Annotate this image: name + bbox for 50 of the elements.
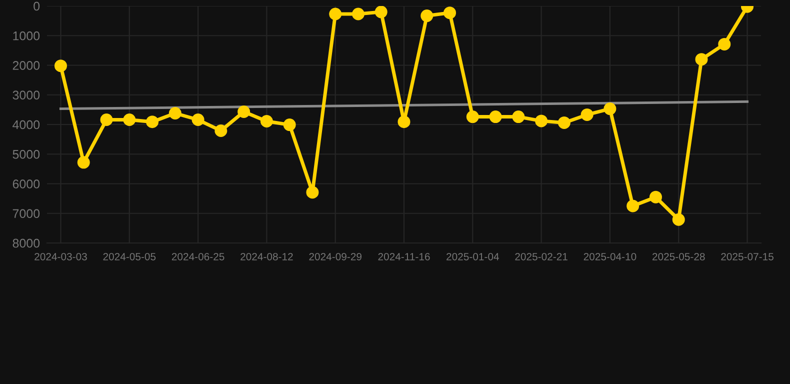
x-tick-label: 2024-08-12: [240, 252, 293, 260]
point: [306, 186, 319, 199]
point: [420, 10, 434, 22]
y-tick-label: 7000: [12, 209, 40, 218]
point: [54, 60, 67, 72]
point: [283, 118, 296, 132]
point: [649, 190, 662, 204]
point: [580, 108, 594, 121]
point: [604, 102, 616, 116]
point: [718, 38, 731, 50]
x-tick-label: 2025-04-10: [584, 252, 636, 260]
x-tick-label: 2025-05-28: [652, 252, 705, 260]
y-tick-label: 4000: [12, 120, 40, 130]
y-tick-label: 8000: [12, 238, 40, 248]
point: [214, 124, 228, 137]
x-tick-label: 2025-07-15: [721, 252, 774, 260]
point: [146, 116, 159, 128]
point: [626, 200, 640, 212]
x-tick-label: 2024-09-29: [309, 252, 362, 260]
point: [123, 114, 136, 126]
y-tick-label: 3000: [12, 90, 40, 100]
y-tick-label: 6000: [12, 180, 40, 188]
x-tick-label: 2025-02-21: [515, 252, 568, 260]
x-tick-label: 2024-11-16: [378, 252, 430, 260]
point: [192, 114, 204, 126]
point: [100, 114, 113, 126]
point: [329, 8, 342, 20]
point: [168, 106, 182, 120]
x-tick-label: 2024-05-05: [103, 252, 156, 260]
y-tick-label: 5000: [12, 150, 40, 159]
point: [535, 114, 548, 128]
x-tick-label: 2024-03-03: [34, 252, 87, 260]
y-tick-label: 1000: [13, 31, 40, 40]
y-tick-label: 0: [34, 2, 40, 11]
point: [398, 116, 410, 128]
point: [352, 8, 364, 20]
x-tick-label: 2024-06-25: [172, 252, 224, 260]
point: [260, 114, 273, 128]
point: [512, 110, 525, 124]
point: [466, 110, 479, 124]
point: [374, 6, 388, 18]
point: [77, 156, 90, 169]
x-tick-label: 2025-01-04: [446, 252, 499, 260]
point: [444, 6, 456, 20]
point: [238, 106, 250, 118]
point: [672, 213, 685, 226]
point: [558, 116, 570, 129]
point: [489, 110, 502, 124]
y-tick-label: 2000: [12, 61, 40, 70]
point: [695, 53, 708, 66]
